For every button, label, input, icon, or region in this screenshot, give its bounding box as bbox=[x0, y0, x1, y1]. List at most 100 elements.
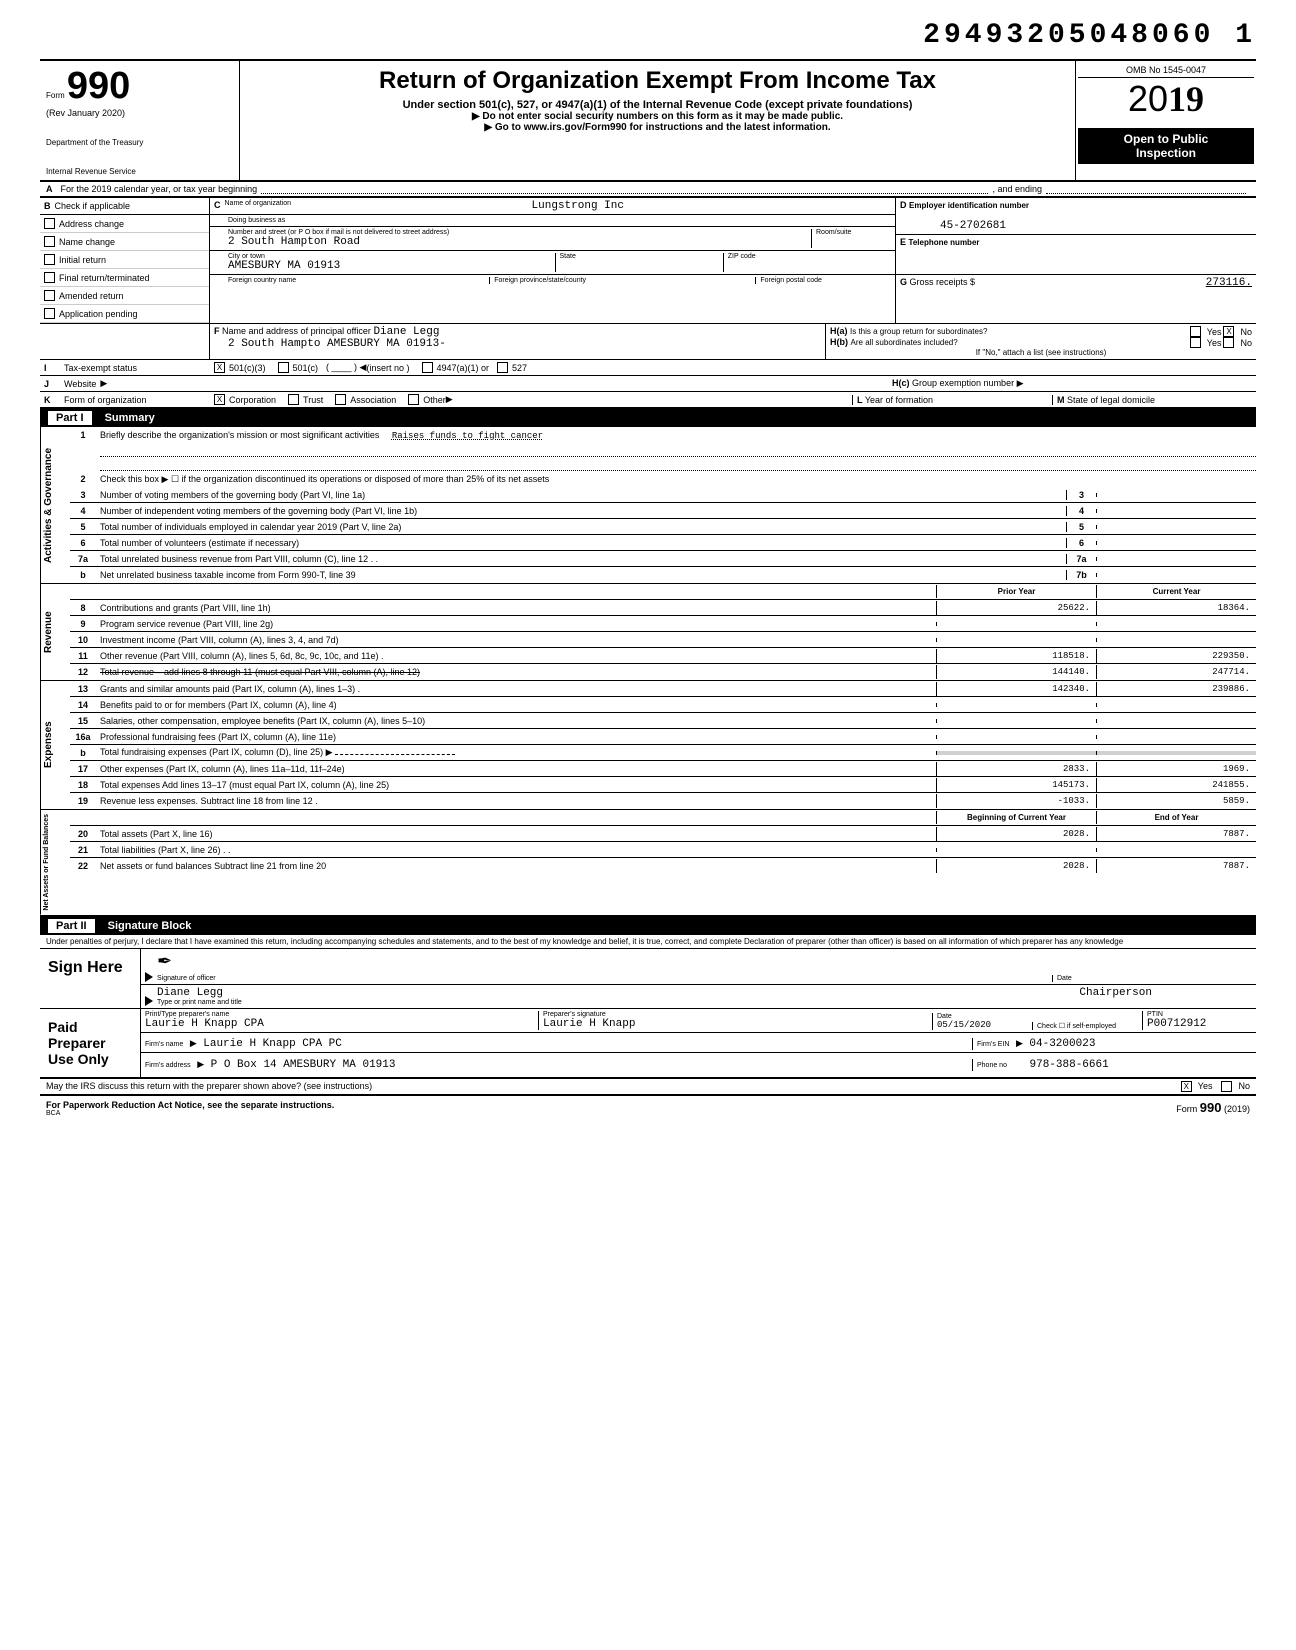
line10-num: 10 bbox=[70, 635, 96, 645]
checkbox-address-change[interactable] bbox=[44, 218, 55, 229]
pointer-icon bbox=[145, 996, 153, 1006]
hb-yes-label: Yes bbox=[1207, 338, 1222, 348]
line17-num: 17 bbox=[70, 764, 96, 774]
footer-form-number: 990 bbox=[1200, 1100, 1222, 1115]
hb-no-label: No bbox=[1240, 338, 1252, 348]
line19-current: 5859. bbox=[1096, 794, 1256, 808]
501c-checkbox[interactable] bbox=[278, 362, 289, 373]
line22-text: Net assets or fund balances Subtract lin… bbox=[96, 859, 936, 873]
line14-text: Benefits paid to or for members (Part IX… bbox=[96, 698, 936, 712]
checkbox-final-return[interactable] bbox=[44, 272, 55, 283]
527-checkbox[interactable] bbox=[497, 362, 508, 373]
hb-no-checkbox[interactable] bbox=[1223, 337, 1234, 348]
open-public-label: Open to Public bbox=[1078, 132, 1254, 146]
line10-current bbox=[1096, 638, 1256, 642]
line3-text: Number of voting members of the governin… bbox=[96, 488, 1066, 502]
line17-text: Other expenses (Part IX, column (A), lin… bbox=[96, 762, 936, 776]
sign-here-block: Sign Here ✒ Signature of officer Date Di… bbox=[40, 949, 1256, 1009]
end-year-header: End of Year bbox=[1096, 811, 1256, 824]
line16b-prior-shaded bbox=[936, 751, 1096, 755]
hb-text: Are all subordinates included? bbox=[851, 338, 958, 347]
line8-num: 8 bbox=[70, 603, 96, 613]
label-k: K bbox=[44, 395, 64, 405]
line7a-num: 7a bbox=[70, 554, 96, 564]
document-id: 29493205048060 1 bbox=[40, 20, 1256, 51]
room-label: Room/suite bbox=[816, 229, 891, 236]
line17-current: 1969. bbox=[1096, 762, 1256, 776]
discuss-yes-checkbox[interactable]: X bbox=[1181, 1081, 1192, 1092]
label-f: F bbox=[214, 326, 220, 336]
officer-title: Chairperson bbox=[1079, 987, 1152, 999]
tax-year-text: For the 2019 calendar year, or tax year … bbox=[61, 184, 258, 194]
activities-governance-label: Activities & Governance bbox=[40, 427, 70, 583]
line20-text: Total assets (Part X, line 16) bbox=[96, 827, 936, 841]
checkbox-application-pending[interactable] bbox=[44, 308, 55, 319]
hb-yes-checkbox[interactable] bbox=[1190, 337, 1201, 348]
gross-receipts-label: Gross receipts $ bbox=[910, 277, 976, 287]
ha-no-label: No bbox=[1240, 327, 1252, 337]
label-j: J bbox=[44, 379, 64, 389]
ha-no-checkbox[interactable]: X bbox=[1223, 326, 1234, 337]
expenses-section: Expenses 13 Grants and similar amounts p… bbox=[40, 681, 1256, 810]
line7b-text: Net unrelated business taxable income fr… bbox=[96, 568, 1066, 582]
discuss-no-checkbox[interactable] bbox=[1221, 1081, 1232, 1092]
corp-checkbox[interactable]: X bbox=[214, 394, 225, 405]
line12-prior: 144140. bbox=[936, 665, 1096, 679]
label-b: B bbox=[44, 201, 51, 211]
line1-text: Briefly describe the organization's miss… bbox=[100, 430, 379, 440]
line13-text: Grants and similar amounts paid (Part IX… bbox=[96, 682, 936, 696]
expenses-label: Expenses bbox=[40, 681, 70, 809]
line15-current bbox=[1096, 719, 1256, 723]
501c3-checkbox[interactable]: X bbox=[214, 362, 225, 373]
label-l: L bbox=[857, 395, 863, 405]
line18-num: 18 bbox=[70, 780, 96, 790]
right-column-deg: D Employer identification number 45-2702… bbox=[896, 198, 1256, 323]
line18-text: Total expenses Add lines 13–17 (must equ… bbox=[96, 778, 936, 792]
line21-text: Total liabilities (Part X, line 26) . . bbox=[96, 843, 936, 857]
gross-receipts-value: 273116. bbox=[1206, 277, 1252, 289]
preparer-signature: Laurie H Knapp bbox=[543, 1018, 932, 1030]
checkbox-initial-return[interactable] bbox=[44, 254, 55, 265]
line6-box: 6 bbox=[1066, 538, 1096, 548]
discuss-yes-label: Yes bbox=[1198, 1081, 1213, 1091]
form-title: Return of Organization Exempt From Incom… bbox=[250, 67, 1065, 95]
label-hb: H(b) bbox=[830, 337, 848, 347]
line9-num: 9 bbox=[70, 619, 96, 629]
checkbox-name-change[interactable] bbox=[44, 236, 55, 247]
principal-officer-address: 2 South Hampto AMESBURY MA 01913- bbox=[228, 338, 821, 350]
trust-checkbox[interactable] bbox=[288, 394, 299, 405]
line20-beg: 2028. bbox=[936, 827, 1096, 841]
association-label: Association bbox=[350, 395, 396, 405]
corporation-label: Corporation bbox=[229, 395, 276, 405]
section-b-g: B Check if applicable Address change Nam… bbox=[40, 198, 1256, 324]
ein-label: Employer identification number bbox=[909, 201, 1029, 210]
line11-current: 229350. bbox=[1096, 649, 1256, 663]
label-ha: H(a) bbox=[830, 326, 848, 336]
assoc-checkbox[interactable] bbox=[335, 394, 346, 405]
year-formation-label: Year of formation bbox=[865, 395, 933, 405]
dba-label: Doing business as bbox=[228, 217, 285, 224]
line2-text: Check this box ▶ ☐ if the organization d… bbox=[96, 472, 1256, 487]
omb-number: OMB No 1545-0047 bbox=[1078, 63, 1254, 78]
4947-checkbox[interactable] bbox=[422, 362, 433, 373]
line16b-text: Total fundraising expenses (Part IX, col… bbox=[100, 747, 333, 757]
header-title-col: Return of Organization Exempt From Incom… bbox=[240, 61, 1076, 180]
line3-num: 3 bbox=[70, 490, 96, 500]
checkbox-amended-return[interactable] bbox=[44, 290, 55, 301]
foreign-country-label: Foreign country name bbox=[228, 277, 489, 284]
line11-prior: 118518. bbox=[936, 649, 1096, 663]
part-1-header: Part I Summary bbox=[40, 409, 1256, 427]
firm-addr-label: Firm's address bbox=[145, 1062, 191, 1069]
prep-name-label: Print/Type preparer's name bbox=[145, 1011, 534, 1018]
other-checkbox[interactable] bbox=[408, 394, 419, 405]
address-change-label: Address change bbox=[59, 219, 124, 229]
firm-name: Laurie H Knapp CPA PC bbox=[203, 1038, 342, 1050]
firm-address: P O Box 14 AMESBURY MA 01913 bbox=[211, 1059, 396, 1071]
line21-beg bbox=[936, 848, 1096, 852]
checkbox-column-b: B Check if applicable Address change Nam… bbox=[40, 198, 210, 323]
ha-yes-checkbox[interactable] bbox=[1190, 326, 1201, 337]
part-2-label: Part II bbox=[48, 919, 95, 933]
line7b-num: b bbox=[70, 570, 96, 580]
line12-text: Total revenue – add lines 8 through 11 (… bbox=[96, 665, 936, 679]
line15-text: Salaries, other compensation, employee b… bbox=[96, 714, 936, 728]
